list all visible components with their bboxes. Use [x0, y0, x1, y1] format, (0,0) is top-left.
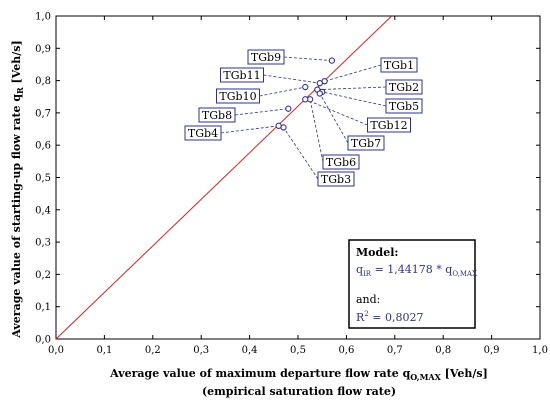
- annotation-title: Model:: [356, 246, 398, 259]
- point-label: TGb6: [326, 156, 356, 169]
- x-tick-label: 0,1: [96, 345, 112, 356]
- model-fit-line: [55, 15, 393, 340]
- x-tick-label: 0,7: [387, 345, 403, 356]
- point-label: TGb5: [389, 100, 419, 113]
- point-label-box: [347, 135, 385, 151]
- y-tick-label: 0,0: [35, 335, 51, 346]
- leader-line: [322, 91, 387, 107]
- data-point: [328, 57, 336, 64]
- leader-line: [305, 98, 368, 126]
- leader-line: [283, 127, 319, 180]
- point-label-box: [367, 117, 411, 133]
- y-tick-label: 0,6: [35, 141, 51, 152]
- leader-line: [319, 93, 349, 144]
- point-label-box: [198, 107, 236, 123]
- annotation-and: and:: [356, 293, 380, 306]
- point-label-box: [385, 98, 423, 114]
- y-tick-label: 0,1: [35, 302, 51, 313]
- point-label: TGb2: [389, 81, 419, 94]
- point-label: TGb10: [219, 90, 256, 103]
- x-tick-label: 1,0: [532, 345, 548, 356]
- y-axis-title: Average value of starting-up flow rate q…: [10, 40, 25, 338]
- data-point: [316, 90, 323, 97]
- data-point: [275, 122, 282, 129]
- x-tick-label: 0,0: [48, 345, 64, 356]
- leader-line: [259, 86, 306, 97]
- x-tick-label: 0,8: [435, 345, 451, 356]
- leader-line: [263, 74, 320, 84]
- plot-layer: 0,0 0,1 0,2 0,3 0,4 0,5 0,6 0,7 0,8 0,9 1,0 0,0 0,1 0…: [35, 12, 548, 357]
- data-point: [302, 96, 309, 103]
- point-label: TGb3: [321, 173, 351, 186]
- point-label: TGb1: [384, 59, 414, 72]
- point-label-box: [220, 67, 264, 83]
- y-tick-label: 0,9: [35, 44, 51, 55]
- point-label: TGb8: [202, 109, 232, 122]
- y-tick-label: 0,7: [35, 108, 51, 119]
- x-tick-label: 0,2: [145, 345, 161, 356]
- point-label-box: [322, 154, 360, 170]
- y-tick-label: 0,3: [35, 238, 51, 249]
- model-equation: qIR = 1,44178 * qO,MAX: [356, 263, 477, 278]
- x-tick-label: 0,4: [242, 345, 258, 356]
- x-tick-label: 0,5: [290, 345, 306, 356]
- point-label-box: [216, 88, 260, 104]
- x-axis-title-line2: (empirical saturation flow rate): [202, 385, 396, 398]
- y-tick-label: 0,4: [35, 205, 51, 216]
- data-point: [316, 80, 323, 87]
- x-tick-label: 0,3: [193, 345, 209, 356]
- x-tick-label: 0,6: [338, 345, 354, 356]
- x-tick-label: 0,9: [484, 345, 500, 356]
- data-point: [285, 105, 292, 112]
- y-tick-label: 1,0: [35, 12, 51, 23]
- point-label-box: [184, 125, 222, 141]
- leader-line: [309, 99, 324, 163]
- annotation-frame: [348, 239, 476, 329]
- point-label: TGb9: [251, 51, 281, 64]
- leader-line: [317, 86, 387, 91]
- leader-line: [283, 56, 332, 61]
- point-label-box: [317, 171, 355, 187]
- leader-line: [234, 108, 289, 116]
- model-annotation-box: Model: qIR = 1,44178 * qO,MAX and: R2 = …: [348, 239, 477, 329]
- point-label: TGb11: [223, 69, 260, 82]
- point-label: TGb12: [370, 119, 407, 132]
- point-label: TGb4: [188, 127, 218, 140]
- point-label-box: [385, 79, 423, 95]
- y-tick-label: 0,5: [35, 173, 51, 184]
- y-tick-label: 0,2: [35, 270, 51, 281]
- x-axis-title: Average value of maximum departure flow …: [109, 367, 488, 382]
- point-label-box: [247, 49, 285, 65]
- y-tick-label: 0,8: [35, 76, 51, 87]
- point-label: TGb7: [351, 137, 381, 150]
- data-point: [302, 83, 309, 91]
- point-label-box: [380, 57, 418, 73]
- r-squared: R2 = 0,8027: [356, 310, 423, 324]
